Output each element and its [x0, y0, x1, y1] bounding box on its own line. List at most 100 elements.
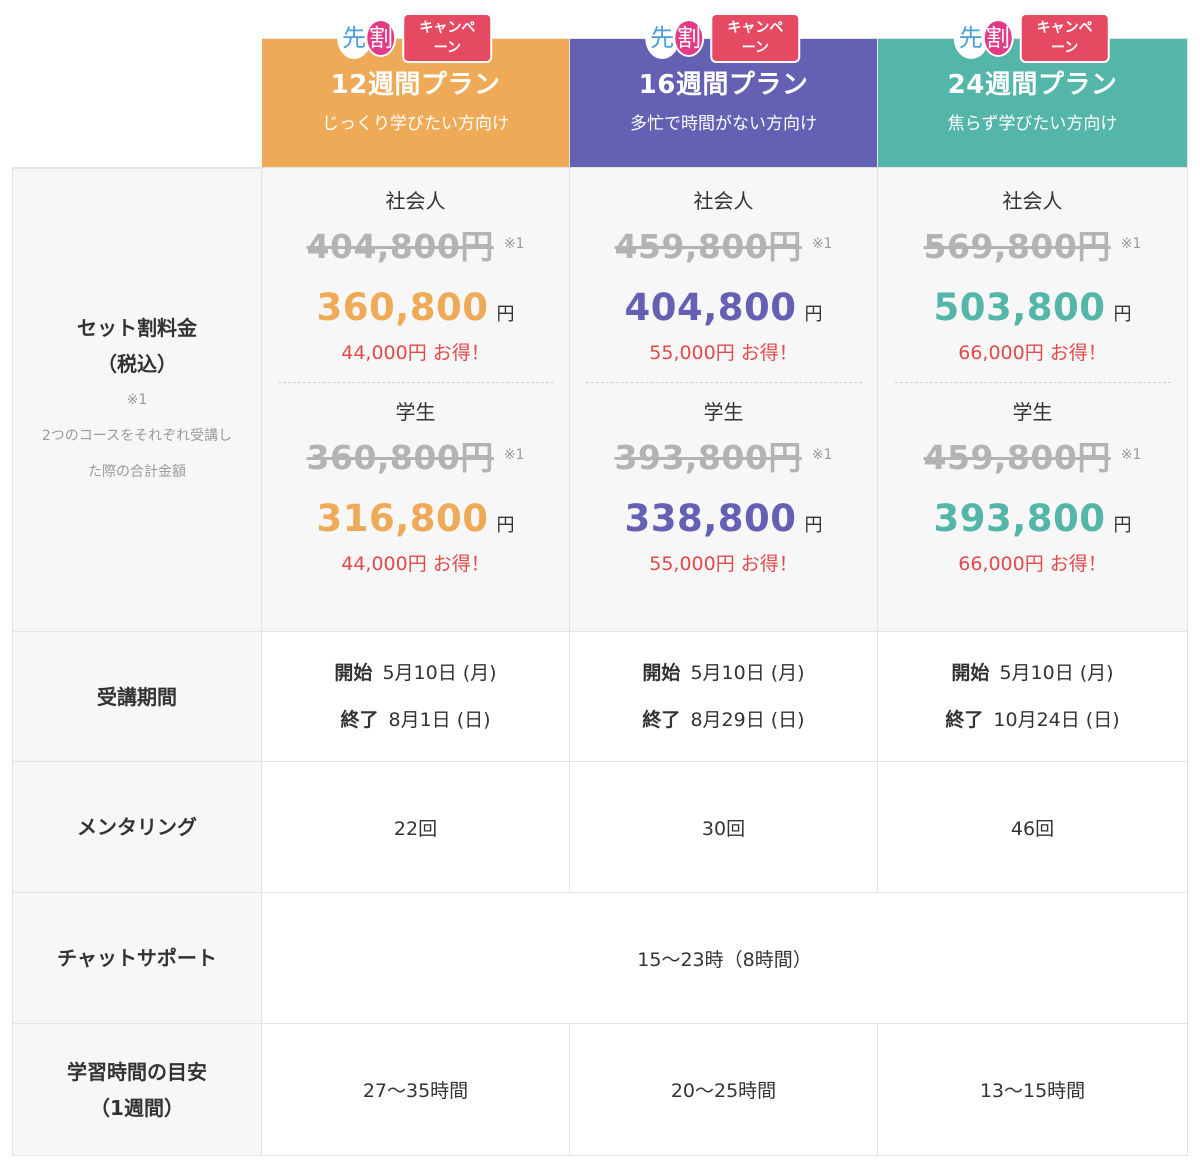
yen-unit: 円 [804, 304, 823, 325]
footnote-mark: ※1 [503, 447, 525, 463]
study-hours: 20〜25時間 [670, 1080, 777, 1102]
yen-unit: 円 [1113, 304, 1132, 325]
period-cell-16: 開始 5月10日 (月) 終了 8月29日 (日) [570, 632, 878, 762]
mentoring-cell-16: 30回 [570, 762, 878, 893]
plan-header-12: 先 割 キャンペーン 12週間プラン じっくり学びたい方向け [262, 13, 570, 168]
row-label-mentoring: メンタリング [12, 762, 262, 893]
sale-price: 404,800 [624, 286, 797, 329]
savings-text: 44,000円 お得！ [341, 553, 490, 575]
yen-unit: 円 [1113, 515, 1132, 536]
yen-unit: 円 [496, 515, 515, 536]
wari-icon: 割 [673, 19, 705, 57]
divider [894, 382, 1171, 383]
footnote-mark: ※1 [503, 236, 525, 252]
plan-subtitle: 焦らず学びたい方向け [947, 114, 1118, 134]
plan-header-24: 先 割 キャンペーン 24週間プラン 焦らず学びたい方向け [878, 13, 1188, 168]
end-label: 終了 [340, 708, 379, 731]
mentoring-cell-24: 46回 [878, 762, 1188, 893]
study-label: 学習時間の目安 [67, 1059, 207, 1084]
tax-included-label: （税込） [97, 352, 177, 376]
price-type-working: 社会人 [693, 189, 754, 213]
start-date: 5月10日 (月) [690, 661, 805, 684]
savings-text: 44,000円 お得！ [341, 342, 490, 364]
original-price: 459,800円 [614, 227, 802, 266]
price-type-working: 社会人 [385, 189, 446, 213]
sale-price: 316,800 [316, 497, 489, 540]
price-cell-16: 社会人 459,800円 ※1 404,800 円 55,000円 お得！ 学生 3… [570, 168, 878, 632]
period-cell-12: 開始 5月10日 (月) 終了 8月1日 (日) [262, 632, 570, 762]
mentoring-count: 22回 [393, 817, 438, 840]
plan-title: 16週間プラン [638, 70, 809, 100]
plan-subtitle: 多忙で時間がない方向け [630, 114, 817, 134]
row-label-study: 学習時間の目安 （1週間） [12, 1024, 262, 1156]
savings-text: 66,000円 お得！ [958, 342, 1107, 364]
start-label: 開始 [642, 661, 681, 684]
footnote-text: 2つのコースをそれぞれ受講し [41, 428, 233, 444]
sale-price: 503,800 [933, 286, 1106, 329]
divider [585, 382, 862, 383]
footnote-mark: ※1 [811, 236, 833, 252]
header-corner [12, 0, 262, 168]
yen-unit: 円 [804, 515, 823, 536]
price-cell-12: 社会人 404,800円 ※1 360,800 円 44,000円 お得！ 学生 3… [262, 168, 570, 632]
row-label-price: セット割料金 （税込） ※1 2つのコースをそれぞれ受講し た際の合計金額 [12, 168, 262, 632]
plan-header-16: 先 割 キャンペーン 16週間プラン 多忙で時間がない方向け [570, 13, 878, 168]
mentoring-count: 46回 [1010, 817, 1055, 840]
savings-text: 66,000円 お得！ [958, 553, 1107, 575]
sale-price: 393,800 [933, 497, 1106, 540]
original-price: 404,800円 [306, 227, 494, 266]
plan-title: 24週間プラン [947, 70, 1118, 100]
start-label: 開始 [334, 661, 373, 684]
original-price: 393,800円 [614, 438, 802, 477]
wari-icon: 割 [365, 19, 397, 57]
chat-label: チャットサポート [57, 946, 217, 970]
wari-icon: 割 [982, 19, 1014, 57]
study-hours: 27〜35時間 [362, 1080, 469, 1102]
footnote-mark: ※1 [811, 447, 833, 463]
start-date: 5月10日 (月) [382, 661, 497, 684]
price-type-student: 学生 [1012, 400, 1053, 424]
original-price: 459,800円 [923, 438, 1111, 477]
saki-icon: 先 [338, 19, 370, 57]
sale-price: 360,800 [316, 286, 489, 329]
early-bird-badge: 先 割 キャンペーン [955, 13, 1110, 63]
savings-text: 55,000円 お得！ [649, 553, 798, 575]
saki-icon: 先 [646, 19, 678, 57]
chat-hours: 15〜23時（8時間） [637, 948, 812, 971]
price-type-student: 学生 [395, 400, 436, 424]
row-label-period: 受講期間 [12, 632, 262, 762]
plan-subtitle: じっくり学びたい方向け [322, 114, 509, 134]
plan-title: 12週間プラン [330, 70, 501, 100]
end-label: 終了 [642, 708, 681, 731]
campaign-label: キャンペーン [1019, 13, 1110, 63]
price-label: セット割料金 [77, 316, 197, 340]
sale-price: 338,800 [624, 497, 797, 540]
original-price: 569,800円 [923, 227, 1111, 266]
campaign-label: キャンペーン [402, 13, 493, 63]
mentoring-cell-12: 22回 [262, 762, 570, 893]
period-label: 受講期間 [97, 684, 177, 709]
savings-text: 55,000円 お得！ [649, 342, 798, 364]
per-week-label: （1週間） [90, 1095, 184, 1120]
price-type-student: 学生 [703, 400, 744, 424]
plan-comparison-table: 先 割 キャンペーン 12週間プラン じっくり学びたい方向け 先 割 キャンペー… [12, 0, 1188, 1156]
price-type-working: 社会人 [1002, 189, 1063, 213]
footnote-mark: ※1 [1120, 236, 1142, 252]
mentoring-count: 30回 [701, 817, 746, 840]
end-label: 終了 [945, 708, 984, 731]
end-date: 8月1日 (日) [388, 708, 491, 731]
study-hours: 13〜15時間 [979, 1080, 1086, 1102]
footnote-mark: ※1 [1120, 447, 1142, 463]
mentoring-label: メンタリング [77, 815, 197, 839]
start-date: 5月10日 (月) [999, 661, 1114, 684]
study-cell-12: 27〜35時間 [262, 1024, 570, 1156]
footnote-mark: ※1 [126, 392, 148, 408]
end-date: 8月29日 (日) [690, 708, 805, 731]
row-label-chat: チャットサポート [12, 893, 262, 1024]
early-bird-badge: 先 割 キャンペーン [646, 13, 801, 63]
start-label: 開始 [951, 661, 990, 684]
study-cell-24: 13〜15時間 [878, 1024, 1188, 1156]
price-cell-24: 社会人 569,800円 ※1 503,800 円 66,000円 お得！ 学生 4… [878, 168, 1188, 632]
end-date: 10月24日 (日) [993, 708, 1120, 731]
study-cell-16: 20〜25時間 [570, 1024, 878, 1156]
